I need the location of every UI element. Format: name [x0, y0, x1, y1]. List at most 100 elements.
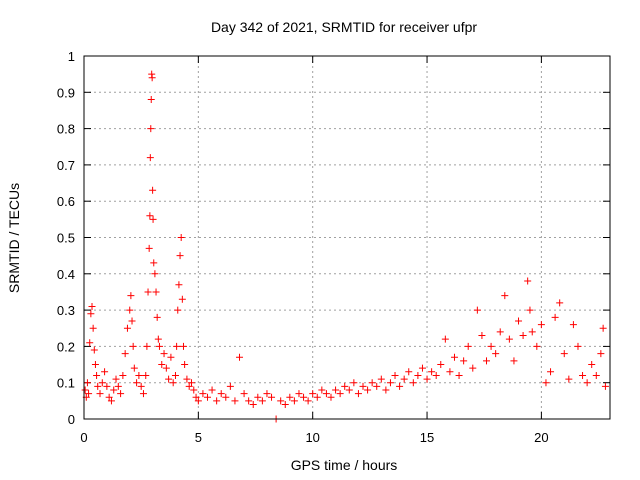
x-tick-label: 20 [534, 430, 548, 445]
data-point [148, 74, 156, 82]
data-point [400, 375, 408, 383]
data-point [460, 357, 468, 365]
data-point [327, 393, 335, 401]
y-tick-label: 1 [68, 49, 75, 64]
data-point [112, 375, 120, 383]
data-point [110, 386, 118, 394]
data-point [341, 382, 349, 390]
data-point [162, 364, 170, 372]
data-point [574, 342, 582, 350]
data-point [350, 379, 358, 387]
data-point [533, 342, 541, 350]
chart-title: Day 342 of 2021, SRMTID for receiver ufp… [211, 19, 477, 35]
data-point [405, 368, 413, 376]
data-point [588, 361, 596, 369]
data-point [149, 186, 157, 194]
data-point [89, 324, 97, 332]
data-point [583, 379, 591, 387]
data-point [396, 382, 404, 390]
data-point [160, 350, 168, 358]
data-point [428, 368, 436, 376]
data-point [114, 382, 122, 390]
data-point [103, 382, 111, 390]
data-point [88, 302, 96, 310]
data-point [524, 277, 532, 285]
data-point [295, 390, 303, 398]
data-point [599, 324, 607, 332]
data-point [478, 332, 486, 340]
data-point [473, 306, 481, 314]
data-point [133, 379, 141, 387]
data-point [322, 390, 330, 398]
plot-frame [83, 55, 611, 420]
data-point [368, 379, 376, 387]
data-point [487, 342, 495, 350]
data-point [183, 375, 191, 383]
data-point [332, 386, 340, 394]
data-point [149, 215, 157, 223]
data-point [437, 361, 445, 369]
data-point [139, 390, 147, 398]
data-point [377, 375, 385, 383]
data-point [158, 361, 166, 369]
y-tick-label: 0.2 [57, 339, 75, 354]
data-point [569, 321, 577, 329]
data-point [414, 371, 422, 379]
data-point [526, 306, 534, 314]
data-point [107, 397, 115, 405]
data-point [129, 342, 137, 350]
data-point [83, 379, 91, 387]
data-point [450, 353, 458, 361]
data-point [143, 342, 151, 350]
data-point [245, 397, 253, 405]
y-tick-label: 0 [68, 412, 75, 427]
data-point [592, 371, 600, 379]
data-point [181, 361, 189, 369]
y-tick-label: 0.3 [57, 303, 75, 318]
data-point [169, 379, 177, 387]
data-point [119, 371, 127, 379]
data-point [199, 390, 207, 398]
data-point [345, 386, 353, 394]
data-point [145, 244, 153, 252]
x-axis-title: GPS time / hours [291, 457, 398, 473]
data-point [179, 342, 187, 350]
data-point [152, 288, 160, 296]
data-point [483, 357, 491, 365]
data-point [281, 400, 289, 408]
data-point [528, 328, 536, 336]
data-point [254, 393, 262, 401]
data-point [249, 400, 257, 408]
data-point [185, 382, 193, 390]
data-point [146, 212, 154, 220]
data-point [226, 382, 234, 390]
data-point [565, 375, 573, 383]
data-point [93, 371, 101, 379]
data-point [556, 299, 564, 307]
x-tick-labels: 0 5 10 15 20 [80, 430, 548, 445]
data-point [364, 386, 372, 394]
data-point [290, 397, 298, 405]
x-tick-label: 10 [305, 430, 319, 445]
data-point [127, 292, 135, 300]
data-point [418, 364, 426, 372]
data-point [123, 324, 131, 332]
data-point [547, 368, 555, 376]
data-point [318, 386, 326, 394]
data-point [222, 393, 230, 401]
data-point [240, 390, 248, 398]
data-point [263, 390, 271, 398]
data-point [147, 125, 155, 133]
data-point [86, 339, 94, 347]
data-point [98, 379, 106, 387]
data-point [165, 375, 173, 383]
data-point [455, 371, 463, 379]
data-point [128, 317, 136, 325]
data-point [423, 375, 431, 383]
data-point [213, 397, 221, 405]
data-point [309, 390, 317, 398]
data-point [192, 393, 200, 401]
data-point [117, 390, 125, 398]
